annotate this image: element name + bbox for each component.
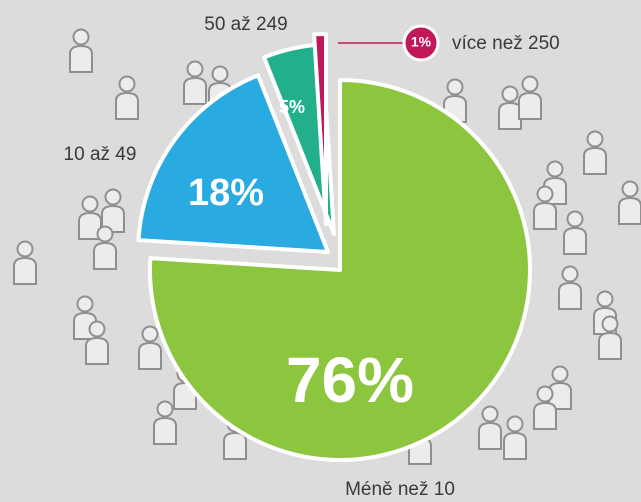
pie-slice [312, 32, 328, 226]
pie-slice [148, 78, 532, 462]
category-label: Méně než 10 [345, 479, 455, 500]
category-label: 50 až 249 [204, 14, 287, 35]
value-badge [402, 24, 440, 62]
category-label: více než 250 [452, 33, 560, 54]
pie [136, 32, 532, 462]
value-label: 18% [188, 172, 264, 214]
pie-slice [136, 73, 330, 254]
value-label: 5% [279, 97, 305, 117]
category-label: 10 až 49 [64, 144, 137, 165]
value-label: 76% [286, 344, 414, 416]
value-label: 1% [411, 34, 432, 50]
